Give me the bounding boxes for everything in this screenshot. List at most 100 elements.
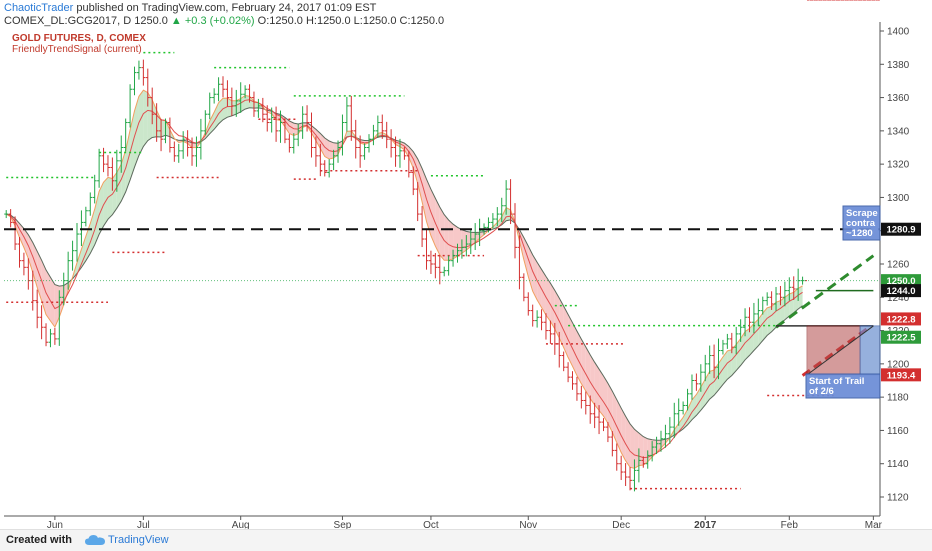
trend-band-segment xyxy=(28,234,33,273)
trend-band-segment xyxy=(709,369,715,400)
price-label-bg xyxy=(881,284,921,298)
ohlc-bar xyxy=(4,210,9,219)
trend-band-segment xyxy=(209,112,215,134)
y-tick-label: 1240 xyxy=(887,293,910,304)
x-tick-label: Aug xyxy=(232,520,250,531)
ohlc-bar xyxy=(428,250,433,274)
y-tick-label: 1340 xyxy=(887,126,910,137)
trend-band-segment xyxy=(81,236,86,268)
ohlc-bar xyxy=(331,149,336,171)
trend-band-segment xyxy=(545,276,551,322)
ohlc-bar xyxy=(778,285,783,306)
ohlc-bar xyxy=(747,307,752,333)
trend-band-segment xyxy=(501,207,507,225)
ohlc-bar xyxy=(35,289,40,329)
trend-band-segment xyxy=(612,391,617,443)
trend-band-segment xyxy=(581,339,586,392)
ohlc-bar xyxy=(313,136,318,167)
ohlc-bar xyxy=(548,320,553,344)
trend-band-segment xyxy=(240,95,246,112)
y-tick-label: 1200 xyxy=(887,359,910,370)
risk-box xyxy=(806,325,861,376)
ohlc-bar xyxy=(105,155,110,177)
ohlc-bar xyxy=(628,467,633,491)
price-label-text: 1250.0 xyxy=(886,276,915,287)
ohlc-bar xyxy=(327,159,332,178)
ohlc-bar xyxy=(150,87,155,125)
ohlc-bar xyxy=(464,235,469,257)
trend-band-segment xyxy=(621,408,626,461)
trend-band-segment xyxy=(249,96,254,109)
trend-band-segment xyxy=(245,95,250,110)
trend-band-segment xyxy=(426,179,431,236)
trend-band-segment xyxy=(700,379,706,411)
ohlc-bar xyxy=(689,374,694,400)
ohlc-bar xyxy=(455,243,460,263)
ohlc-bar xyxy=(530,304,535,327)
trend-band-segment xyxy=(674,423,679,436)
price-axis-label: 1250.0 xyxy=(881,274,921,288)
price-label-bg xyxy=(881,368,921,382)
y-tick-label: 1380 xyxy=(887,60,910,71)
ohlc-bar xyxy=(561,351,566,372)
annotation-box-bg xyxy=(805,373,881,399)
ohlc-bar xyxy=(48,328,53,348)
trend-band-segment xyxy=(479,231,485,239)
tradingview-brand[interactable]: TradingView xyxy=(108,534,169,546)
ohlc-bar xyxy=(353,119,358,159)
ohlc-bar xyxy=(574,376,579,401)
ohlc-bar xyxy=(769,291,774,310)
ohlc-bar xyxy=(495,207,500,227)
ohlc-bar xyxy=(402,146,407,160)
trend-band-segment xyxy=(134,96,139,168)
trend-band-segment xyxy=(59,285,64,318)
trend-band-segment xyxy=(798,285,803,310)
trend-band-segment xyxy=(506,207,511,221)
ohlc-bar xyxy=(8,209,13,228)
ohlc-bar xyxy=(517,235,522,290)
ohlc-bar xyxy=(57,290,62,346)
ohlc-bar xyxy=(269,107,274,133)
ohlc-bar xyxy=(216,77,221,102)
ohlc-bar xyxy=(44,323,49,347)
ohlc-bar xyxy=(751,302,756,334)
ohlc-bar xyxy=(194,136,199,167)
price-label-text: 1222.8 xyxy=(886,314,915,325)
ohlc-bar xyxy=(415,182,420,222)
ohlc-bar xyxy=(641,456,646,468)
publish-info: published on TradingView.com, February 2… xyxy=(76,2,377,14)
trend-band-segment xyxy=(315,129,321,149)
trend-band-segment xyxy=(333,142,339,158)
ohlc-bar xyxy=(265,105,270,132)
trend-band-segment xyxy=(227,98,232,118)
ohlc-bar xyxy=(601,418,606,432)
ohlc-bar xyxy=(406,150,411,178)
trend-band-segment xyxy=(590,354,595,405)
trend-band-segment xyxy=(771,302,777,332)
ohlc-bar xyxy=(645,450,650,469)
ohlc-bar xyxy=(703,354,708,382)
annotation-text: ~1280 xyxy=(846,228,873,239)
ohlc-bar xyxy=(358,135,363,168)
y-tick-label: 1160 xyxy=(887,426,909,437)
trend-band-segment xyxy=(585,347,591,399)
ohlc-bar xyxy=(238,82,243,113)
x-tick-label: Dec xyxy=(612,520,630,531)
ohlc-bar xyxy=(433,253,438,279)
trend-band-segment xyxy=(448,219,454,261)
indicator-name[interactable]: FriendlyTrendSignal (current) xyxy=(12,44,142,55)
x-tick-label: Jun xyxy=(47,520,63,531)
ohlc-bar xyxy=(451,249,456,267)
price-label-text: 1193.4 xyxy=(887,370,916,381)
trend-band-segment xyxy=(99,182,104,235)
ohlc-bar xyxy=(729,332,734,354)
ohlc-bar xyxy=(614,443,619,471)
trend-band-segment xyxy=(236,98,241,115)
trend-band-segment xyxy=(594,362,600,411)
ohlc-bar xyxy=(291,133,296,154)
trend-band-segment xyxy=(745,328,750,360)
ohlc-bar xyxy=(309,112,314,158)
trend-band-segment xyxy=(439,207,445,261)
publisher-name[interactable]: ChaoticTrader xyxy=(4,2,74,14)
trend-band-segment xyxy=(453,224,458,259)
